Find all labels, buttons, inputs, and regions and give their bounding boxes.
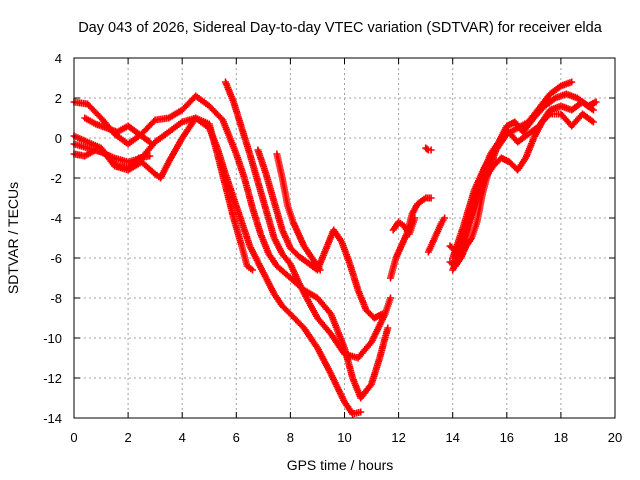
series-track-13 bbox=[449, 98, 597, 262]
marker-trace bbox=[422, 144, 449, 256]
y-tick-label: -14 bbox=[43, 411, 62, 426]
marker-trace bbox=[254, 146, 386, 322]
marker-trace bbox=[449, 98, 597, 262]
x-tick-label: 20 bbox=[608, 430, 622, 445]
series-track-8 bbox=[389, 214, 419, 238]
marker-trace bbox=[387, 194, 435, 282]
marker-trace bbox=[389, 214, 419, 238]
x-tick-label: 4 bbox=[179, 430, 186, 445]
y-tick-label: -8 bbox=[50, 291, 62, 306]
marker-trace bbox=[273, 150, 324, 274]
y-tick-label: -10 bbox=[43, 331, 62, 346]
y-tick-label: -6 bbox=[50, 251, 62, 266]
y-tick-label: 4 bbox=[55, 51, 62, 66]
x-tick-label: 18 bbox=[554, 430, 568, 445]
y-tick-label: -2 bbox=[50, 171, 62, 186]
x-tick-label: 6 bbox=[233, 430, 240, 445]
marker-trace bbox=[222, 78, 394, 362]
series-track-11 bbox=[446, 90, 600, 258]
x-tick-label: 10 bbox=[337, 430, 351, 445]
series-track-6 bbox=[273, 150, 324, 274]
y-tick-label: -4 bbox=[50, 211, 62, 226]
x-tick-label: 12 bbox=[391, 430, 405, 445]
y-tick-label: 0 bbox=[55, 131, 62, 146]
series-track-9 bbox=[422, 144, 449, 256]
y-axis-label: SDTVAR / TECUs bbox=[5, 182, 21, 294]
series-track-7 bbox=[387, 194, 435, 282]
marker-trace bbox=[81, 114, 154, 146]
axis-ticks: 0 2 4 6 8 10 12 14 16 18 20 -14 -12 -10 -8 -6 -4 -2 0 2 4 bbox=[43, 51, 622, 445]
plot-frame bbox=[73, 57, 616, 419]
y-tick-label: 2 bbox=[55, 91, 62, 106]
marker-trace bbox=[446, 90, 600, 258]
x-axis-label: GPS time / hours bbox=[287, 457, 394, 473]
series-track-5 bbox=[254, 146, 386, 322]
x-tick-label: 2 bbox=[124, 430, 131, 445]
x-tick-label: 8 bbox=[287, 430, 294, 445]
series-track-14 bbox=[81, 114, 154, 146]
x-tick-label: 0 bbox=[70, 430, 77, 445]
y-tick-label: -12 bbox=[43, 371, 62, 386]
series-track-4 bbox=[222, 78, 394, 362]
x-tick-label: 16 bbox=[500, 430, 514, 445]
chart-title: Day 043 of 2026, Sidereal Day-to-day VTE… bbox=[78, 20, 603, 36]
x-tick-label: 14 bbox=[445, 430, 459, 445]
data-points bbox=[70, 78, 600, 418]
